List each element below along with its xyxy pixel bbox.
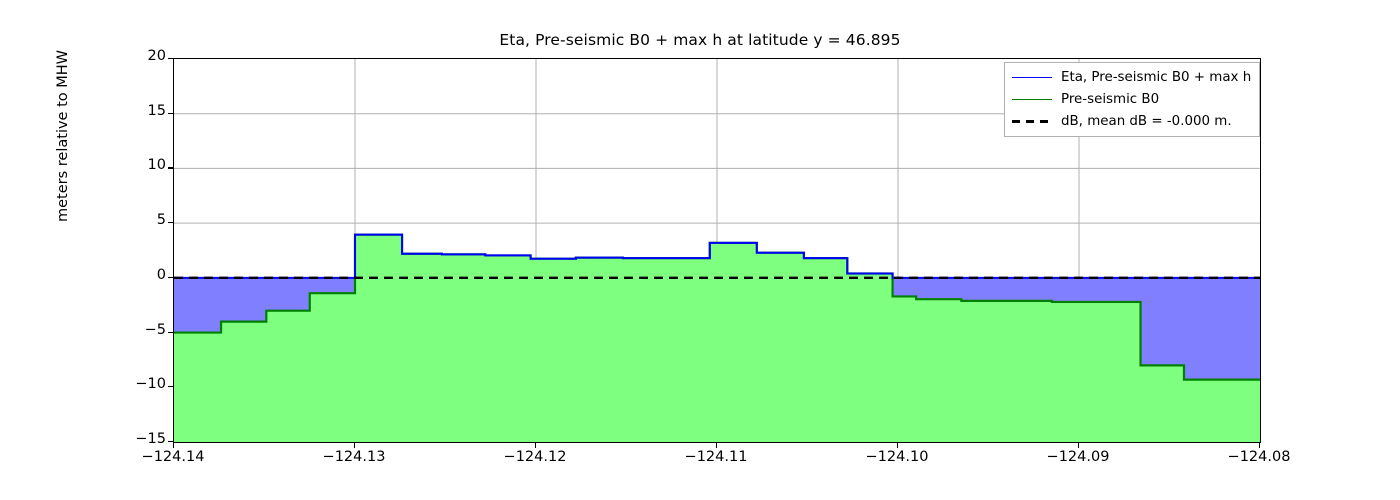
legend-item[interactable]: dB, mean dB = -0.000 m. (1012, 112, 1251, 131)
y-axis-tick-label: 0 (156, 266, 166, 283)
x-axis-tick-label: −124.13 (322, 449, 386, 465)
y-axis-tick-mark (168, 331, 173, 333)
y-axis-tick-mark (168, 222, 173, 224)
y-axis-tick-mark (168, 112, 173, 114)
plot-canvas (174, 59, 1260, 442)
legend-item-label: Pre-seismic B0 (1061, 92, 1160, 107)
topography-fill-area (174, 234, 1260, 442)
y-axis-tick-label: 5 (156, 212, 166, 229)
x-axis-tick-label: −124.09 (1046, 449, 1110, 465)
y-axis-tick-label: −10 (135, 376, 166, 393)
legend-item[interactable]: Eta, Pre-seismic B0 + max h (1012, 68, 1251, 87)
y-axis-tick-mark (168, 276, 173, 278)
x-axis-tick-mark (354, 443, 356, 448)
y-axis-tick-mark (168, 441, 173, 443)
x-axis-tick-label: −124.08 (1227, 449, 1291, 465)
y-axis-tick-mark (168, 167, 173, 169)
x-axis-tick-label: −124.12 (503, 449, 567, 465)
x-axis-tick-label: −124.11 (684, 449, 748, 465)
legend-swatch-solid-icon (1012, 93, 1052, 107)
y-axis-tick-mark (168, 58, 173, 60)
legend-item-label: dB, mean dB = -0.000 m. (1061, 114, 1232, 129)
y-axis-tick-label: 10 (147, 157, 166, 174)
y-axis-tick-label: −5 (144, 321, 166, 338)
x-axis-tick-mark (1078, 443, 1080, 448)
x-axis-tick-label: −124.14 (141, 449, 205, 465)
legend-swatch-dashed-icon (1012, 115, 1052, 129)
x-axis-tick-mark (535, 443, 537, 448)
legend-swatch-solid-icon (1012, 71, 1052, 85)
legend-line-mark (1012, 98, 1052, 101)
x-axis-tick-mark (173, 443, 175, 448)
legend-item-label: Eta, Pre-seismic B0 + max h (1061, 70, 1252, 85)
y-axis-tick-label: −15 (135, 431, 166, 447)
legend-line-mark (1012, 120, 1052, 123)
legend-line-mark (1012, 76, 1052, 79)
x-axis-tick-mark (1259, 443, 1261, 448)
y-axis-tick-label: 15 (147, 102, 166, 119)
chart-legend: Eta, Pre-seismic B0 + max h Pre-seismic B… (1004, 62, 1261, 137)
x-axis-tick-mark (897, 443, 899, 448)
chart-svg (174, 59, 1260, 442)
legend-item[interactable]: Pre-seismic B0 (1012, 90, 1251, 109)
y-axis-tick-label: 20 (147, 48, 166, 64)
x-axis-tick-mark (716, 443, 718, 448)
x-axis-tick-label: −124.10 (865, 449, 929, 465)
y-axis-tick-mark (168, 386, 173, 388)
chart-title: Eta, Pre-seismic B0 + max h at latitude … (499, 31, 901, 49)
